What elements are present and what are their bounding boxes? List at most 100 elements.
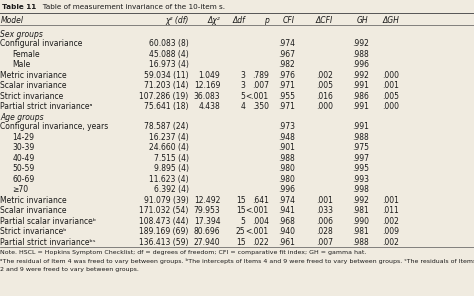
Text: Configural invariance: Configural invariance — [0, 39, 83, 49]
Text: 12.169: 12.169 — [194, 81, 220, 91]
Text: 11.623 (4): 11.623 (4) — [149, 175, 189, 184]
Text: 5: 5 — [241, 217, 246, 226]
Text: 27.940: 27.940 — [194, 238, 220, 247]
Text: .955: .955 — [278, 92, 295, 101]
Text: .998: .998 — [352, 185, 369, 194]
Text: .001: .001 — [382, 81, 399, 91]
Text: 5: 5 — [241, 92, 246, 101]
Text: .973: .973 — [278, 123, 295, 131]
Text: p: p — [264, 16, 269, 25]
Text: .940: .940 — [278, 227, 295, 237]
Text: .022: .022 — [252, 238, 269, 247]
Text: .996: .996 — [278, 185, 295, 194]
Text: 15: 15 — [236, 196, 246, 205]
Text: Partial strict invarianceᵇˢ: Partial strict invarianceᵇˢ — [0, 238, 96, 247]
Text: 12.492: 12.492 — [194, 196, 220, 205]
Text: .988: .988 — [278, 154, 295, 163]
Text: <.001: <.001 — [246, 206, 269, 215]
Text: Age groups: Age groups — [0, 113, 44, 122]
Text: .976: .976 — [278, 71, 295, 80]
Text: 16.237 (4): 16.237 (4) — [149, 133, 189, 142]
Text: Configural invariance, years: Configural invariance, years — [0, 123, 109, 131]
Text: .986: .986 — [352, 92, 369, 101]
Text: .996: .996 — [352, 60, 369, 70]
Text: 9.895 (4): 9.895 (4) — [154, 164, 189, 173]
Text: .988: .988 — [352, 133, 369, 142]
Text: Scalar invariance: Scalar invariance — [0, 206, 67, 215]
Text: 60-69: 60-69 — [12, 175, 35, 184]
Text: Partial scalar invarianceᵇ: Partial scalar invarianceᵇ — [0, 217, 97, 226]
Text: .992: .992 — [352, 39, 369, 49]
Text: .000: .000 — [382, 71, 399, 80]
Text: Sex groups: Sex groups — [0, 30, 43, 39]
Text: .007: .007 — [316, 238, 333, 247]
Text: 2 and 9 were freed to vary between groups.: 2 and 9 were freed to vary between group… — [0, 267, 139, 272]
Text: 45.088 (4): 45.088 (4) — [149, 50, 189, 59]
Text: .995: .995 — [352, 164, 369, 173]
Text: 59.034 (11): 59.034 (11) — [144, 71, 189, 80]
Text: 16.973 (4): 16.973 (4) — [149, 60, 189, 70]
Text: 71.203 (14): 71.203 (14) — [144, 81, 189, 91]
Text: 171.032 (54): 171.032 (54) — [139, 206, 189, 215]
Text: χ² (df): χ² (df) — [165, 16, 189, 25]
Text: .974: .974 — [278, 39, 295, 49]
Text: .033: .033 — [316, 206, 333, 215]
Text: 3: 3 — [241, 71, 246, 80]
Text: 4.438: 4.438 — [199, 102, 220, 112]
Text: 15: 15 — [236, 206, 246, 215]
Text: .941: .941 — [278, 206, 295, 215]
Text: .001: .001 — [382, 196, 399, 205]
Text: .991: .991 — [352, 123, 369, 131]
Text: Note. HSCL = Hopkins Symptom Checklist; df = degrees of freedom; CFI = comparati: Note. HSCL = Hopkins Symptom Checklist; … — [0, 250, 367, 255]
Text: CFI: CFI — [283, 16, 295, 25]
Text: 107.286 (19): 107.286 (19) — [139, 92, 189, 101]
Text: 75.641 (18): 75.641 (18) — [144, 102, 189, 112]
Text: .002: .002 — [382, 217, 399, 226]
Text: ΔGH: ΔGH — [382, 16, 399, 25]
Text: .980: .980 — [278, 175, 295, 184]
Text: .789: .789 — [252, 71, 269, 80]
Text: .948: .948 — [278, 133, 295, 142]
Text: 30-39: 30-39 — [12, 143, 35, 152]
Text: .993: .993 — [352, 175, 369, 184]
Text: .000: .000 — [382, 102, 399, 112]
Text: Female: Female — [12, 50, 40, 59]
Text: Table of measurement invariance of the 10-item s.: Table of measurement invariance of the 1… — [36, 4, 225, 10]
Text: .641: .641 — [252, 196, 269, 205]
Text: .002: .002 — [316, 71, 333, 80]
Text: 14-29: 14-29 — [12, 133, 35, 142]
Text: .975: .975 — [352, 143, 369, 152]
Text: Scalar invariance: Scalar invariance — [0, 81, 67, 91]
Text: 1.049: 1.049 — [199, 71, 220, 80]
Text: .007: .007 — [252, 81, 269, 91]
Text: .988: .988 — [352, 238, 369, 247]
Text: .005: .005 — [382, 92, 399, 101]
Text: 80.696: 80.696 — [194, 227, 220, 237]
Text: 6.392 (4): 6.392 (4) — [154, 185, 189, 194]
Text: 91.079 (39): 91.079 (39) — [144, 196, 189, 205]
Text: .968: .968 — [278, 217, 295, 226]
Text: .980: .980 — [278, 164, 295, 173]
Text: Strict invarianceᵇ: Strict invarianceᵇ — [0, 227, 67, 237]
Text: <.001: <.001 — [246, 227, 269, 237]
Text: Δdf: Δdf — [233, 16, 246, 25]
Text: .981: .981 — [352, 227, 369, 237]
Text: 78.587 (24): 78.587 (24) — [144, 123, 189, 131]
Text: .991: .991 — [352, 81, 369, 91]
Text: ᵃThe residual of Item 4 was freed to vary between groups. ᵇThe intercepts of Ite: ᵃThe residual of Item 4 was freed to var… — [0, 258, 474, 264]
Text: 25: 25 — [236, 227, 246, 237]
Text: .991: .991 — [352, 102, 369, 112]
Text: .990: .990 — [352, 217, 369, 226]
Text: 50-59: 50-59 — [12, 164, 35, 173]
Text: .350: .350 — [252, 102, 269, 112]
Text: Metric invariance: Metric invariance — [0, 71, 67, 80]
Text: .967: .967 — [278, 50, 295, 59]
Text: .981: .981 — [352, 206, 369, 215]
Text: .971: .971 — [278, 81, 295, 91]
Text: .992: .992 — [352, 196, 369, 205]
Text: .971: .971 — [278, 102, 295, 112]
Text: GH: GH — [357, 16, 369, 25]
Text: .004: .004 — [252, 217, 269, 226]
Text: .006: .006 — [316, 217, 333, 226]
Text: 36.083: 36.083 — [194, 92, 220, 101]
